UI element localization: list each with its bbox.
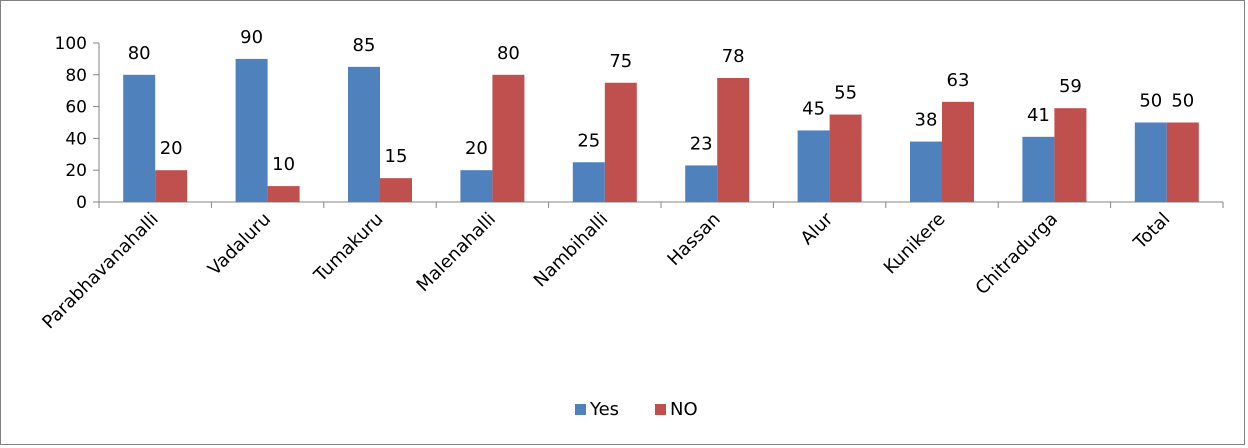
data-label: 55 bbox=[834, 83, 857, 104]
data-label: 10 bbox=[272, 154, 295, 175]
data-label: 78 bbox=[722, 46, 745, 67]
bar-yes bbox=[1022, 136, 1055, 202]
category-label: Alur bbox=[797, 208, 838, 249]
y-tick-label: 100 bbox=[55, 34, 87, 54]
data-label: 20 bbox=[160, 138, 183, 159]
bar-yes bbox=[572, 162, 605, 202]
legend-swatch-no bbox=[655, 404, 666, 415]
data-label: 63 bbox=[947, 70, 970, 91]
category-label: Kunikere bbox=[880, 209, 950, 279]
y-tick-label: 0 bbox=[76, 193, 87, 213]
category-label: Nambihalli bbox=[530, 209, 613, 292]
data-label: 80 bbox=[497, 43, 520, 64]
y-tick-label: 60 bbox=[65, 98, 87, 118]
bar-yes bbox=[910, 141, 942, 202]
bar-yes bbox=[685, 165, 718, 202]
category-label: Parabhavanahalli bbox=[38, 209, 162, 333]
legend-label-no: NO bbox=[670, 399, 698, 420]
bar-no bbox=[717, 77, 750, 202]
bar-yes bbox=[123, 74, 156, 202]
bar-yes bbox=[797, 130, 830, 202]
bar-yes bbox=[460, 170, 493, 202]
category-label: Total bbox=[1129, 209, 1174, 254]
category-label: Malenahalli bbox=[413, 209, 500, 296]
category-label: Chitradurga bbox=[972, 209, 1062, 299]
bar-no bbox=[942, 101, 974, 202]
data-label: 59 bbox=[1059, 76, 1082, 97]
category-label: Hassan bbox=[663, 209, 724, 270]
data-label: 15 bbox=[385, 146, 408, 167]
data-label: 50 bbox=[1171, 91, 1194, 112]
bar-no bbox=[267, 186, 300, 202]
data-label: 85 bbox=[353, 35, 376, 56]
category-label: Tumakuru bbox=[310, 209, 388, 287]
bar-no bbox=[1054, 108, 1087, 202]
bar-no bbox=[604, 82, 637, 202]
data-label: 25 bbox=[577, 130, 600, 151]
data-label: 38 bbox=[915, 110, 938, 131]
bar-no bbox=[155, 170, 188, 202]
data-label: 80 bbox=[128, 43, 151, 64]
bar-yes bbox=[348, 66, 380, 202]
bar-yes bbox=[1134, 122, 1167, 202]
data-label: 20 bbox=[465, 138, 488, 159]
data-label: 45 bbox=[802, 98, 825, 119]
y-tick-label: 20 bbox=[65, 161, 87, 181]
data-label: 41 bbox=[1027, 105, 1050, 126]
legend-label-yes: Yes bbox=[589, 399, 619, 420]
data-label: 75 bbox=[609, 51, 632, 72]
data-label: 50 bbox=[1139, 91, 1162, 112]
y-tick-label: 80 bbox=[65, 66, 87, 86]
legend-swatch-yes bbox=[575, 404, 586, 415]
bar-yes bbox=[235, 58, 268, 203]
data-label: 23 bbox=[690, 133, 713, 154]
data-label: 90 bbox=[240, 27, 263, 48]
y-tick-label: 40 bbox=[65, 129, 87, 149]
category-label: Vadaluru bbox=[204, 209, 275, 280]
bar-no bbox=[829, 114, 862, 202]
bar-no bbox=[380, 178, 412, 202]
bar-no bbox=[1166, 122, 1199, 202]
bar-no bbox=[492, 74, 525, 202]
